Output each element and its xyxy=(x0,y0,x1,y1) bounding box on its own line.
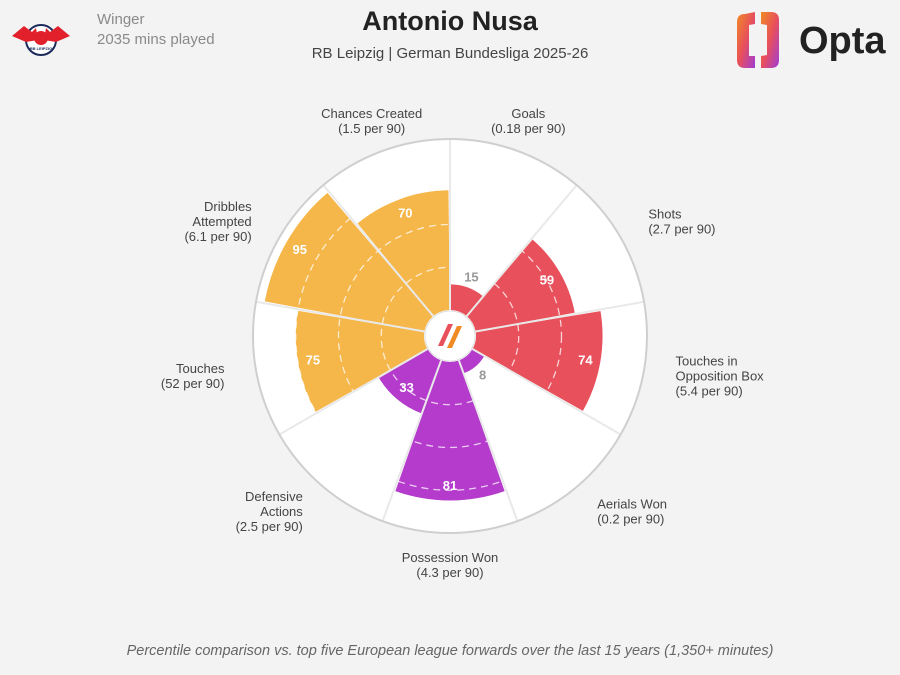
club-logo-text: RB LEIPZIG xyxy=(30,46,52,51)
category-name: Attempted xyxy=(192,214,251,229)
category-name: Aerials Won xyxy=(597,496,667,511)
category-stat: (2.7 per 90) xyxy=(648,222,715,237)
value-label: 15 xyxy=(464,270,478,285)
grid-spoke xyxy=(278,348,428,436)
outer-ring xyxy=(252,138,648,534)
value-label: 70 xyxy=(398,206,412,221)
value-label: 33 xyxy=(399,380,413,395)
opta-brand-text: Opta xyxy=(799,20,886,62)
category-name: Actions xyxy=(260,504,303,519)
category-name: Dribbles xyxy=(204,199,252,214)
center-logo-stroke-right xyxy=(447,326,462,348)
category-label: Defensive Actions (2.5 per 90) xyxy=(236,489,304,534)
bar-dribbles-attempted xyxy=(264,192,434,332)
value-label: 59 xyxy=(540,273,554,288)
category-stat: (0.2 per 90) xyxy=(597,511,664,526)
player-position: Winger xyxy=(97,11,145,28)
category-name: Goals xyxy=(511,106,545,121)
category-label: Shots (2.7 per 90) xyxy=(648,207,715,237)
center-badge xyxy=(424,310,476,362)
grid-spoke xyxy=(457,360,519,522)
category-label: Touches (52 per 90) xyxy=(161,361,225,391)
grid-spoke xyxy=(472,348,622,436)
bar-touches-in-opposition-box xyxy=(472,311,603,411)
grid-ring-25 xyxy=(380,266,520,406)
title-block: Antonio Nusa RB Leipzig | German Bundesl… xyxy=(0,6,900,62)
category-name: Touches xyxy=(176,361,225,376)
value-label: 95 xyxy=(293,242,307,257)
grid-spoke xyxy=(381,360,443,522)
grid-ring-50 xyxy=(337,223,563,449)
category-stat: (6.1 per 90) xyxy=(184,229,251,244)
grid-spoke xyxy=(322,184,435,317)
value-label: 74 xyxy=(578,352,593,367)
category-stat: (2.5 per 90) xyxy=(236,519,303,534)
grid-spoke xyxy=(465,184,578,317)
category-stat: (52 per 90) xyxy=(161,376,225,391)
bar-aerials-won xyxy=(459,349,485,374)
category-label: Chances Created (1.5 per 90) xyxy=(321,106,422,136)
club-logo: RB LEIPZIG xyxy=(12,24,70,56)
minutes-played: 2035 mins played xyxy=(97,31,215,48)
page-title: Antonio Nusa xyxy=(362,6,538,36)
category-name: Chances Created xyxy=(321,106,422,121)
bar-goals xyxy=(450,284,483,316)
category-stat: (4.3 per 90) xyxy=(416,565,483,580)
page-subtitle: RB Leipzig | German Bundesliga 2025-26 xyxy=(311,45,589,62)
bar-defensive-actions xyxy=(379,349,441,414)
value-label: 8 xyxy=(479,367,486,382)
player-meta: Winger 2035 mins played xyxy=(97,10,215,50)
opta-logo: Opta xyxy=(737,12,886,68)
footnote: Percentile comparison vs. top five Europ… xyxy=(126,643,774,659)
center-logo-stroke-left xyxy=(438,324,453,346)
category-label: Possession Won (4.3 per 90) xyxy=(402,550,499,580)
category-name: Opposition Box xyxy=(676,368,765,383)
category-stat: (1.5 per 90) xyxy=(338,121,405,136)
value-label: 81 xyxy=(443,478,457,493)
bar-shots xyxy=(466,239,575,332)
category-name: Shots xyxy=(648,207,682,222)
grid-spoke xyxy=(475,300,645,333)
category-name: Touches in xyxy=(676,353,738,368)
grid-spoke xyxy=(255,300,425,333)
bar-possession-won xyxy=(395,360,505,501)
category-label: Touches in Opposition Box (5.4 per 90) xyxy=(676,353,765,398)
category-stat: (0.18 per 90) xyxy=(491,121,565,136)
category-label: Aerials Won (0.2 per 90) xyxy=(597,496,667,526)
bar-touches xyxy=(295,310,428,412)
category-name: Possession Won xyxy=(402,550,499,565)
bar-chances-created xyxy=(357,190,450,316)
category-name: Defensive xyxy=(245,489,303,504)
category-label: Goals (0.18 per 90) xyxy=(491,106,565,136)
category-label: Dribbles Attempted (6.1 per 90) xyxy=(184,199,252,244)
value-label: 75 xyxy=(306,353,320,368)
category-stat: (5.4 per 90) xyxy=(676,383,743,398)
